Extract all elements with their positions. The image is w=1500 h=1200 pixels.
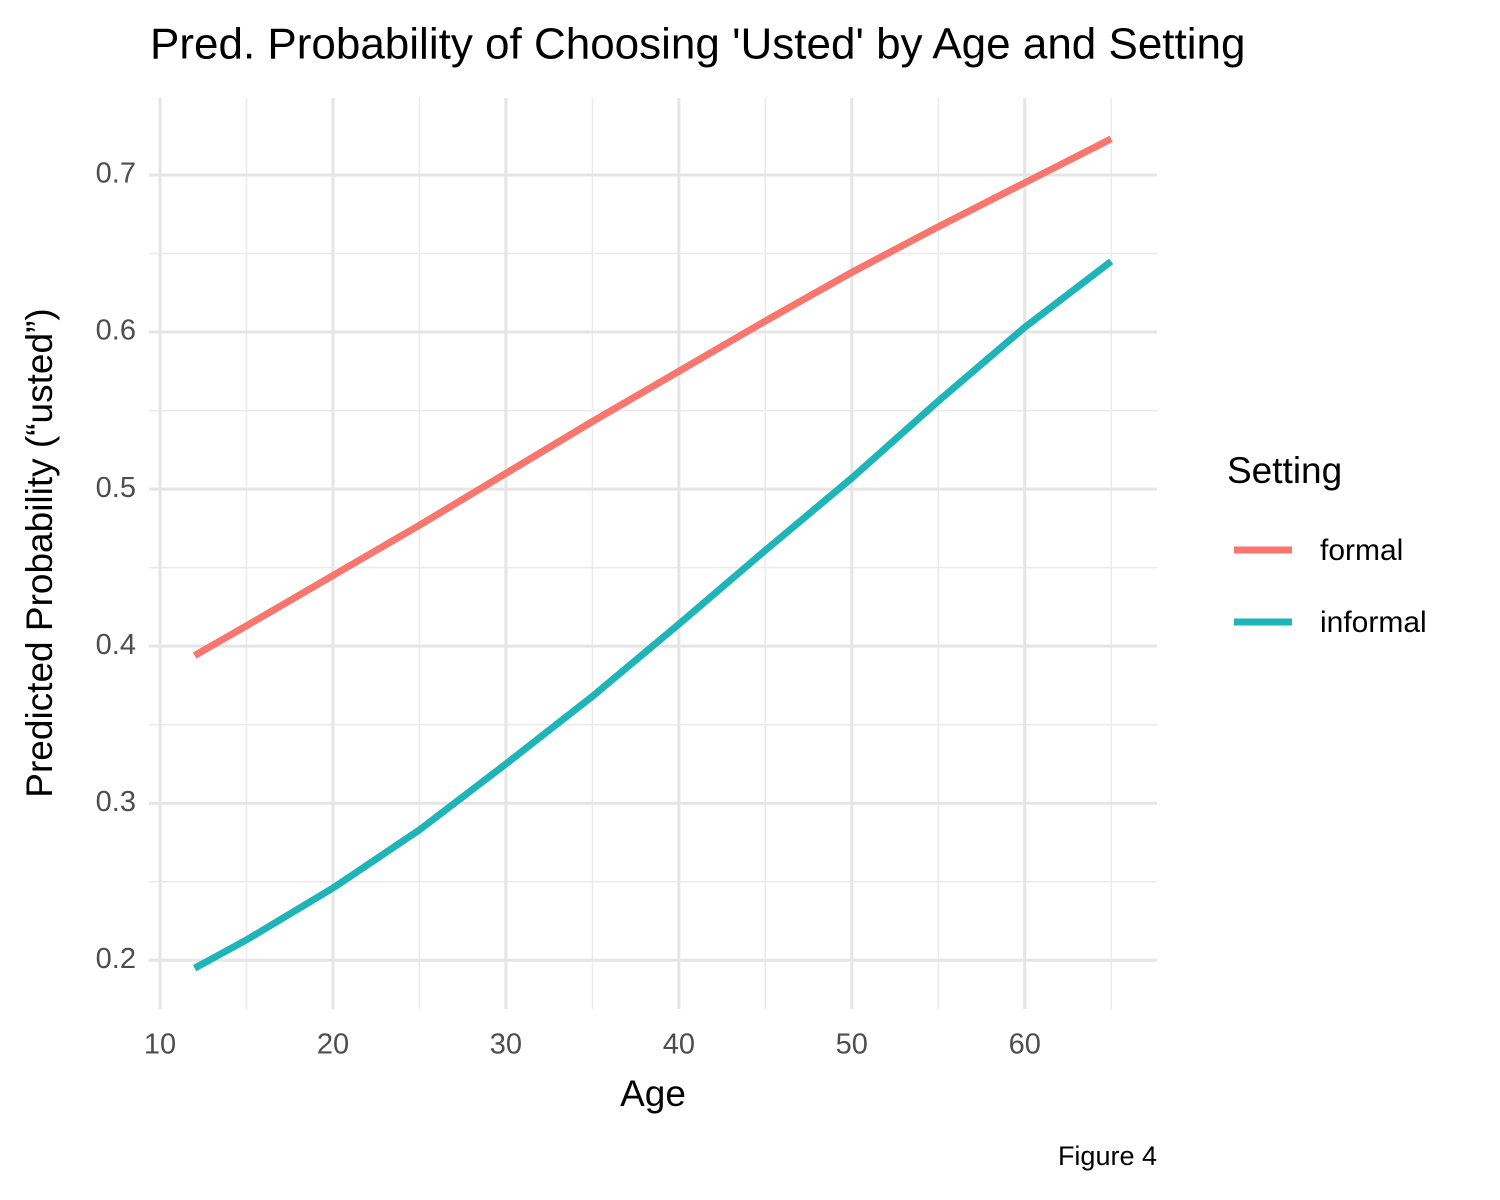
y-tick-label: 0.4 (96, 629, 136, 661)
x-axis-label: Age (620, 1073, 686, 1114)
chart-title: Pred. Probability of Choosing 'Usted' by… (150, 20, 1245, 69)
grid (148, 98, 1157, 1009)
legend-title: Setting (1227, 450, 1342, 491)
line (192, 135, 1113, 659)
x-tick-label: 30 (490, 1029, 522, 1061)
x-tick-label: 50 (836, 1029, 868, 1061)
y-tick-label: 0.6 (96, 315, 136, 347)
caption: Figure 4 (1058, 1141, 1157, 1171)
y-tick-label: 0.7 (96, 158, 136, 190)
x-tick-label: 10 (144, 1029, 176, 1061)
legend-label: formal (1320, 534, 1403, 567)
x-tick-label: 40 (663, 1029, 695, 1061)
y-tick-label: 0.5 (96, 472, 136, 504)
x-tick-label: 20 (317, 1029, 349, 1061)
x-tick-label: 60 (1009, 1029, 1041, 1061)
legend-label: informal (1320, 606, 1427, 639)
y-tick-label: 0.3 (96, 786, 136, 818)
line (192, 258, 1114, 972)
y-axis-label: Predicted Probability (“usted”) (19, 308, 60, 797)
y-tick-label: 0.2 (96, 943, 136, 975)
